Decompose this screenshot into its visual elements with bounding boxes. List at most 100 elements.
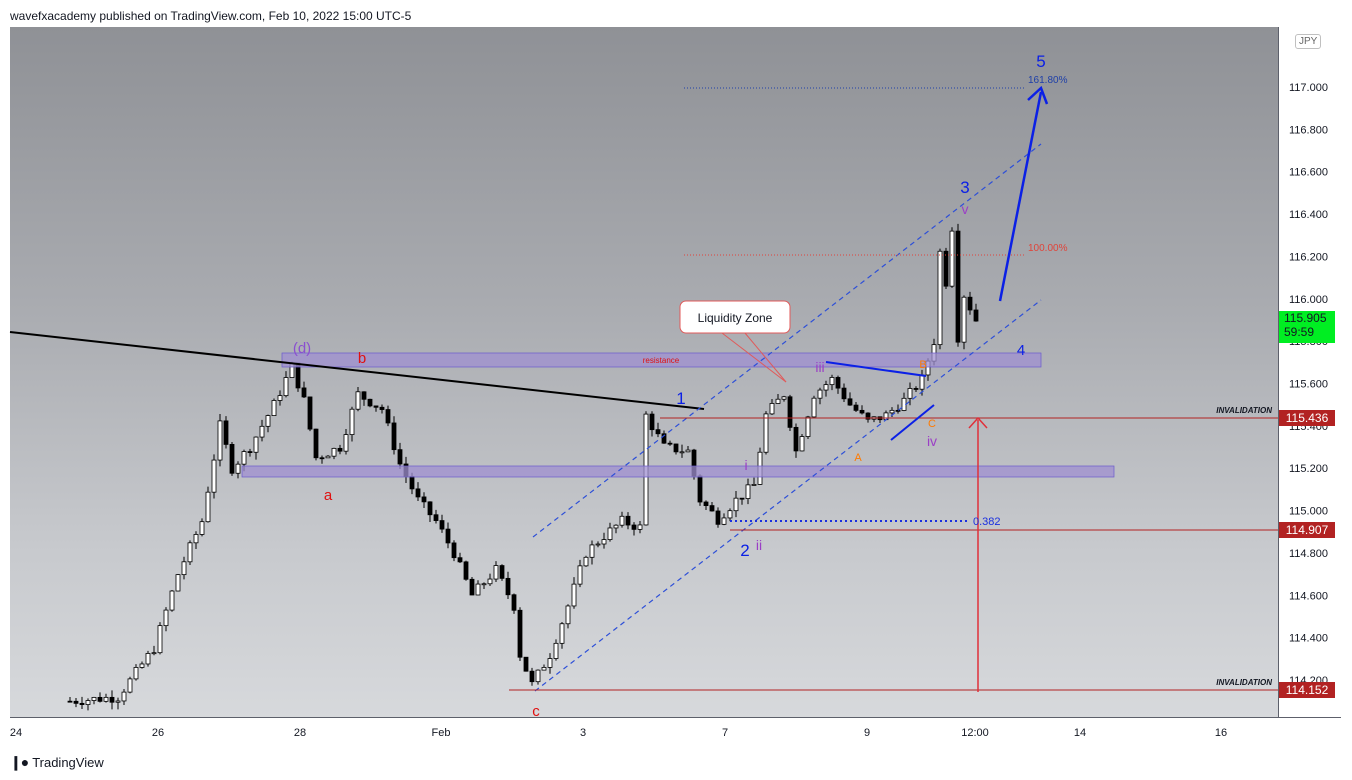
candle-body	[205, 491, 211, 523]
candle-body	[811, 397, 817, 418]
triangle-upper-line	[825, 361, 927, 377]
wave-4-label: 4	[1017, 342, 1025, 359]
triangle-lower-line	[890, 404, 935, 441]
abc-b-label: b	[358, 350, 366, 367]
time-tick-label: 12:00	[961, 727, 989, 739]
candle-body	[775, 398, 781, 404]
candle-body	[199, 521, 205, 535]
candle-body	[481, 583, 487, 586]
candle-body	[415, 488, 421, 498]
candle-body	[649, 413, 655, 431]
price-tick-label: 116.200	[1289, 251, 1328, 263]
wave-2-label: 2	[740, 541, 749, 560]
candle-body	[247, 451, 253, 453]
candle-body	[157, 625, 163, 654]
tradingview-logo: ❙● TradingView	[10, 754, 104, 771]
abc-c-label: c	[532, 703, 540, 720]
candle-body	[511, 594, 517, 611]
candle-body	[853, 404, 859, 411]
candle-body	[667, 442, 673, 445]
candle-body	[445, 528, 451, 544]
price-axis[interactable]	[1278, 27, 1342, 717]
candle-body	[355, 391, 361, 410]
publisher-line: wavefxacademy published on TradingView.c…	[10, 9, 412, 23]
candle-body	[529, 670, 535, 683]
time-tick-label: 16	[1215, 727, 1227, 739]
drawings-layer	[9, 85, 1278, 692]
candle-body	[127, 678, 133, 693]
candle-body	[505, 577, 511, 596]
price-tick-label: 116.600	[1289, 167, 1328, 179]
candle-body	[841, 387, 847, 400]
candle-body	[73, 700, 79, 704]
invalidation-upper-tag: 115.436	[1279, 410, 1335, 426]
candle-body	[685, 449, 691, 453]
candle-body	[631, 524, 637, 530]
liquidity-callout-pointer2	[744, 332, 787, 383]
invalidation-lower-label: INVALIDATION	[1216, 678, 1272, 687]
current-price-tag: 115.905 59:59	[1279, 311, 1335, 343]
candle-body	[571, 583, 577, 607]
price-tick-label: 116.400	[1289, 209, 1328, 221]
candle-body	[115, 700, 121, 703]
candle-body	[343, 434, 349, 452]
corr-B-label: B	[919, 359, 926, 371]
time-tick-label: 28	[294, 727, 306, 739]
candle-body	[433, 514, 439, 521]
candle-body	[397, 449, 403, 465]
abc-a-label: a	[324, 487, 333, 504]
time-tick-label: 26	[152, 727, 164, 739]
candle-body	[679, 451, 685, 454]
time-tick-label: 3	[580, 727, 586, 739]
candle-body	[331, 447, 337, 457]
candle-body	[187, 542, 193, 563]
liquidity-callout-box	[679, 300, 791, 334]
candle-body	[535, 669, 541, 683]
time-axis[interactable]	[10, 717, 1341, 745]
price-tick-label: 115.000	[1289, 506, 1328, 518]
candle-body	[709, 505, 715, 512]
chart-area[interactable]	[10, 27, 1278, 717]
price-tick-label: 117.000	[1289, 82, 1328, 94]
candle-body	[769, 403, 775, 415]
channel-upper	[532, 143, 1042, 538]
candle-body	[349, 408, 355, 435]
time-tick-label: 7	[722, 727, 728, 739]
candle-body	[565, 605, 571, 625]
candle-body	[583, 556, 589, 567]
candle-body	[859, 409, 865, 414]
candle-body	[799, 436, 805, 452]
time-tick-label: Feb	[432, 727, 451, 739]
candle-body	[961, 296, 967, 343]
candle-body	[661, 433, 667, 444]
candle-body	[499, 565, 505, 579]
candle-body	[307, 396, 313, 430]
candle-body	[805, 416, 811, 437]
invalidation-lower-tag: 114.152	[1279, 682, 1335, 698]
wave-1-label: 1	[676, 389, 685, 408]
support-zone	[241, 465, 1115, 478]
fib-0382-label: 0.382	[973, 516, 1001, 528]
candle-body	[727, 510, 733, 519]
candle-body	[97, 696, 103, 702]
candle-body	[817, 389, 823, 399]
candle-body	[487, 578, 493, 585]
candle-body	[673, 443, 679, 453]
candle-body	[721, 517, 727, 525]
candle-body	[235, 463, 241, 474]
candle-body	[493, 565, 499, 580]
invalidation-upper-label: INVALIDATION	[1216, 406, 1272, 415]
trendline-black	[9, 331, 705, 410]
projection-arrow-shaft	[998, 91, 1043, 302]
candle-body	[325, 455, 331, 459]
candle-body	[151, 652, 157, 655]
candle-body	[337, 447, 343, 452]
candle-body	[829, 377, 835, 386]
tradingview-logo-text: TradingView	[32, 755, 104, 770]
corr-C-label: C	[928, 418, 936, 430]
candle-body	[637, 524, 643, 530]
candle-body	[259, 425, 265, 438]
candle-body	[553, 642, 559, 659]
currency-badge[interactable]: JPY	[1295, 34, 1322, 49]
price-tick-label: 116.800	[1289, 124, 1328, 136]
